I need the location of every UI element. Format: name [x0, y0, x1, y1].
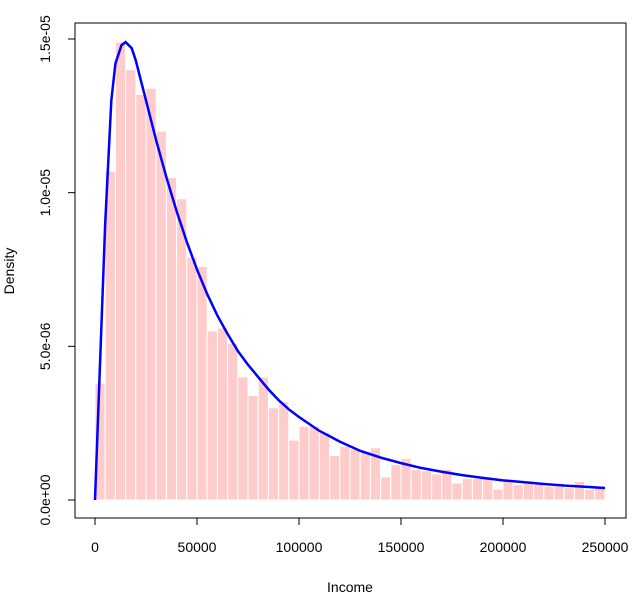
histogram-bar — [543, 485, 555, 501]
histogram-bar — [155, 130, 167, 501]
histogram-bar — [186, 256, 198, 501]
histogram-bar — [359, 451, 371, 501]
histogram-bar — [461, 477, 473, 501]
histogram-bar — [390, 464, 402, 501]
histogram-bar — [125, 69, 137, 501]
y-axis: 0.0e+00 5.0e-06 1.0e-05 1.5e-05 — [37, 15, 76, 526]
histogram-bar — [257, 376, 269, 501]
histogram-bar — [594, 487, 606, 501]
histogram-bar — [502, 479, 514, 501]
histogram-bar — [308, 425, 320, 501]
histogram-bar — [584, 488, 596, 501]
x-axis: 0 50000 100000 150000 200000 250000 — [91, 517, 629, 555]
histogram-bar — [104, 170, 116, 501]
histogram-bar — [329, 454, 341, 501]
histogram-bar — [410, 468, 422, 501]
histogram-bar — [206, 330, 218, 501]
histogram-bar — [318, 431, 331, 501]
x-axis-label: Income — [327, 579, 373, 595]
histogram-bar — [165, 176, 178, 501]
x-tick-label: 200000 — [480, 539, 527, 555]
histogram-bar — [237, 376, 249, 501]
histogram-bar — [247, 395, 259, 501]
y-tick-label: 1.5e-05 — [37, 15, 53, 63]
histogram-bar — [267, 407, 280, 501]
histogram-bar — [349, 448, 361, 501]
histogram-bar — [573, 481, 586, 501]
histogram-bar — [278, 401, 290, 501]
histogram-bar — [369, 447, 382, 501]
histogram-bar — [298, 425, 310, 501]
y-tick-label: 1.0e-05 — [37, 169, 53, 217]
histogram-bar — [533, 484, 545, 501]
histogram-bar — [176, 198, 188, 501]
histogram-bar — [512, 484, 524, 501]
histogram-bar — [288, 439, 300, 501]
histogram-bar — [420, 470, 433, 501]
histogram-bar — [451, 482, 463, 501]
x-tick-label: 250000 — [582, 539, 629, 555]
histogram-bar — [196, 265, 208, 501]
y-tick-label: 0.0e+00 — [37, 474, 53, 525]
histogram-bar — [431, 473, 443, 501]
histogram-bar — [380, 476, 392, 501]
x-tick-label: 0 — [91, 539, 99, 555]
histogram-bar — [216, 327, 229, 501]
histogram-bar — [114, 41, 127, 501]
x-tick-label: 50000 — [178, 539, 217, 555]
histogram-bar — [339, 445, 351, 501]
y-tick-label: 5.0e-06 — [37, 322, 53, 370]
x-tick-label: 150000 — [378, 539, 425, 555]
histogram-bars — [94, 41, 606, 501]
x-tick-label: 100000 — [276, 539, 323, 555]
histogram-bar — [145, 87, 157, 501]
histogram-bar — [482, 476, 494, 501]
histogram-bar — [135, 93, 147, 501]
y-axis-label: Density — [1, 248, 17, 295]
histogram-bar — [563, 487, 575, 501]
histogram-bar — [471, 477, 484, 501]
histogram-bar — [522, 482, 535, 501]
histogram-bar — [492, 488, 504, 501]
density-curve — [93, 40, 606, 501]
histogram-bar — [227, 342, 239, 501]
